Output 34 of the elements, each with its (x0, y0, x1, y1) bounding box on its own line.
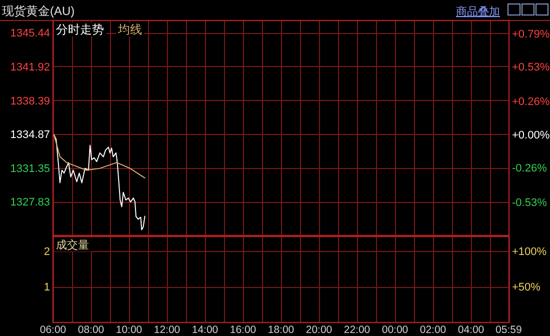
y-tick-label: 1345.44 (10, 28, 50, 40)
text: 均线 (117, 22, 142, 36)
x-tick-label: 22:00 (344, 324, 370, 336)
x-tick-label: 14:00 (192, 324, 218, 336)
x-tick-label: 10:00 (116, 324, 142, 336)
x-tick-label: 06:00 (40, 324, 66, 336)
x-tick-label: 20:00 (306, 324, 332, 336)
x-tick-label: 16:00 (230, 324, 256, 336)
y2-tick-label: +0.79% (512, 28, 550, 40)
text: 商品叠加 (456, 5, 500, 18)
y-tick-label: 1327.83 (10, 196, 50, 209)
y-tick-label: 1338.39 (10, 95, 50, 108)
y-tick-label: 1 (44, 282, 50, 294)
y-tick-label: 1331.35 (10, 162, 50, 175)
x-tick-label: 04:00 (458, 324, 484, 336)
chart-title: 成交量 (56, 238, 89, 252)
x-tick-label: 02:00 (420, 324, 446, 336)
y2-tick-label: +0.00% (512, 129, 550, 142)
text: 分时走势 (56, 22, 104, 36)
y-tick-label: 2 (44, 246, 50, 258)
y2-tick-label: -0.26% (512, 162, 548, 175)
chart-title: 现货黄金(AU) (2, 4, 75, 18)
y2-tick-label: +50% (512, 282, 541, 294)
y2-tick-label: -0.53% (512, 197, 548, 210)
x-tick-label: 08:00 (78, 324, 104, 336)
x-tick-label: 05:59 (496, 324, 522, 336)
y2-tick-label: +100% (512, 246, 547, 258)
x-tick-label: 12:00 (154, 324, 180, 336)
y-tick-label: 1341.92 (10, 61, 50, 74)
x-tick-label: 18:00 (268, 324, 294, 336)
y2-tick-label: +0.26% (512, 96, 550, 108)
x-tick-label: 00:00 (382, 324, 408, 336)
y-tick-label: 1334.87 (10, 129, 50, 142)
y2-tick-label: +0.53% (512, 62, 550, 74)
